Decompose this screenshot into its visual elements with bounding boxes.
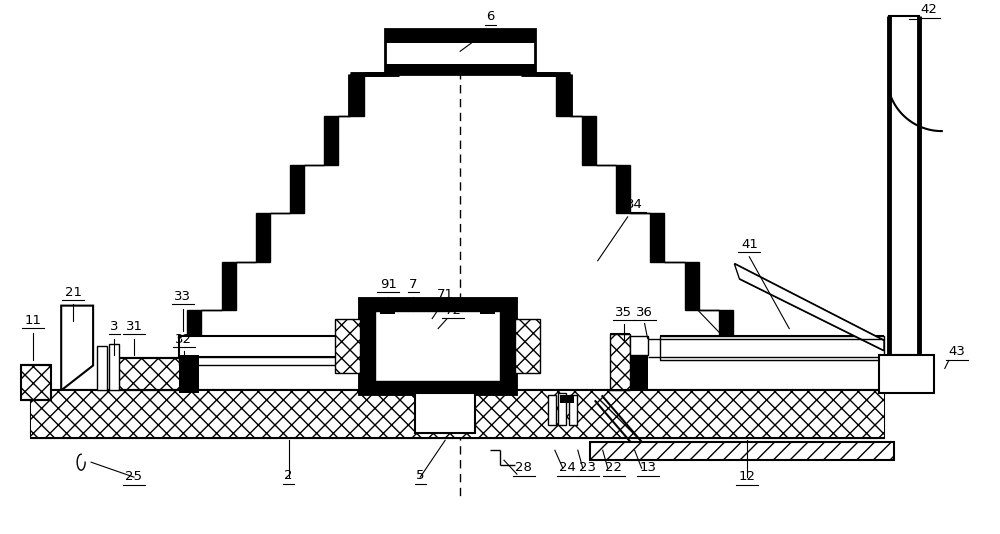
Bar [889, 17, 919, 356]
Text: 3: 3 [110, 319, 118, 333]
Text: 43: 43 [948, 345, 965, 358]
Bar [21, 365, 51, 400]
Text: 72: 72 [445, 304, 462, 317]
Bar [495, 299, 515, 394]
Bar [360, 299, 515, 394]
Bar [380, 299, 395, 313]
Polygon shape [61, 305, 93, 390]
Bar [360, 299, 380, 394]
Text: 42: 42 [920, 3, 937, 17]
Text: 28: 28 [515, 461, 532, 474]
Text: 41: 41 [741, 238, 758, 251]
Text: 21: 21 [65, 286, 82, 299]
Bar [610, 334, 630, 390]
Bar [630, 356, 648, 390]
Bar [31, 390, 884, 438]
Bar [515, 319, 540, 373]
Bar [385, 29, 535, 74]
Bar [569, 395, 577, 425]
Bar [375, 311, 500, 381]
Bar [480, 299, 495, 313]
Bar [179, 357, 363, 365]
Text: 13: 13 [639, 461, 656, 474]
Bar [31, 390, 884, 438]
Text: 32: 32 [175, 333, 192, 345]
Text: 25: 25 [125, 470, 142, 483]
Text: 33: 33 [174, 289, 191, 303]
Bar [415, 394, 475, 433]
Bar [660, 335, 884, 360]
Bar [109, 343, 119, 390]
Bar [179, 356, 199, 394]
Bar [385, 64, 535, 74]
Polygon shape [521, 74, 741, 358]
Text: 34: 34 [626, 198, 643, 211]
Text: 7: 7 [409, 278, 417, 290]
Bar [385, 29, 535, 43]
Text: 5: 5 [416, 469, 424, 482]
Text: 24: 24 [559, 461, 576, 474]
Bar [380, 381, 495, 394]
Text: 6: 6 [486, 10, 494, 23]
Text: 12: 12 [739, 470, 756, 483]
Bar [558, 394, 566, 425]
Text: 22: 22 [605, 461, 622, 474]
Bar [879, 356, 934, 394]
Bar [97, 345, 107, 390]
Text: 2: 2 [284, 469, 293, 482]
Bar [548, 395, 556, 425]
Bar [380, 299, 495, 311]
Text: 36: 36 [636, 305, 653, 319]
Polygon shape [179, 74, 399, 358]
Text: 31: 31 [125, 319, 142, 333]
Text: 23: 23 [579, 461, 596, 474]
Bar [335, 319, 360, 373]
Bar [590, 442, 894, 460]
Text: 71: 71 [437, 288, 454, 301]
Bar [590, 442, 894, 460]
Bar [119, 358, 181, 390]
Text: 35: 35 [615, 305, 632, 319]
Text: 4: 4 [688, 286, 697, 299]
Bar [630, 335, 648, 356]
Bar [560, 395, 574, 403]
Bar [179, 335, 363, 357]
Text: 11: 11 [25, 313, 42, 327]
Text: 91: 91 [380, 278, 397, 290]
Polygon shape [734, 264, 884, 350]
